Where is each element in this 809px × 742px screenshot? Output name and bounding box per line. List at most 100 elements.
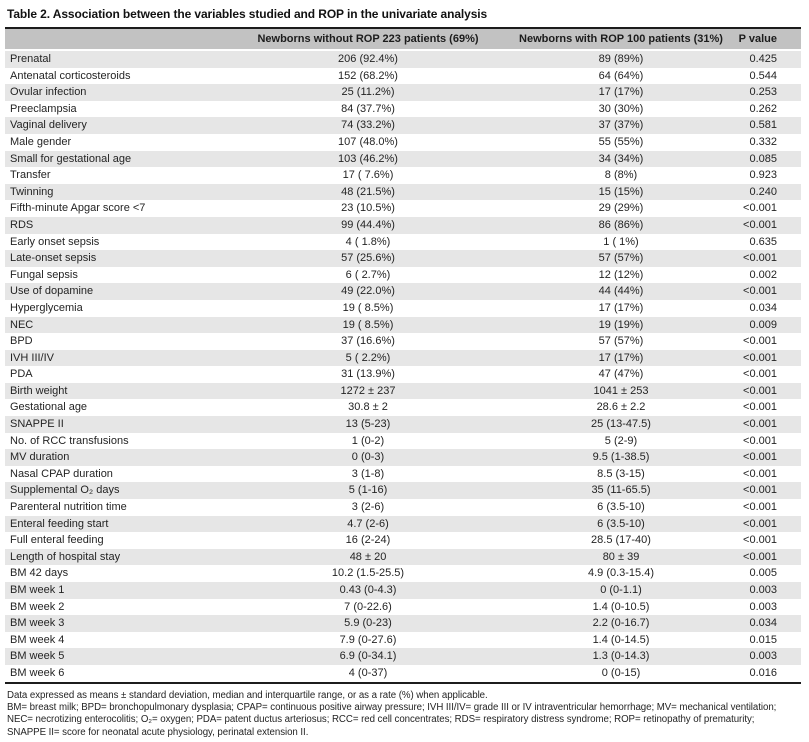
table-body: Prenatal 206 (92.4%) 89 (89%) 0.425 Ante…: [5, 50, 801, 683]
p-value-cell: 0.015: [725, 631, 801, 649]
without-rop-value-cell: 37 (16.6%): [219, 333, 517, 350]
without-rop-value-cell: 0.43 (0-4.3): [219, 582, 517, 599]
p-value-cell: 0.034: [725, 615, 801, 632]
variable-cell: Preeclampsia: [5, 100, 219, 118]
without-rop-value-cell: 0 (0-3): [219, 449, 517, 466]
with-rop-value-cell: 44 (44%): [517, 283, 725, 300]
table-row: Antenatal corticosteroids 152 (68.2%) 64…: [5, 67, 801, 85]
table-row: BM week 4 7.9 (0-27.6) 1.4 (0-14.5) 0.01…: [5, 631, 801, 649]
with-rop-value-cell: 2.2 (0-16.7): [517, 615, 725, 632]
table-row: Nasal CPAP duration 3 (1-8) 8.5 (3-15) <…: [5, 465, 801, 483]
variable-cell: Twinning: [5, 183, 219, 201]
table-row: Prenatal 206 (92.4%) 89 (89%) 0.425: [5, 50, 801, 68]
table-row: Parenteral nutrition time 3 (2-6) 6 (3.5…: [5, 499, 801, 516]
table-row: Small for gestational age 103 (46.2%) 34…: [5, 150, 801, 168]
with-rop-value-cell: 29 (29%): [517, 200, 725, 217]
table-row: BM week 6 4 (0-37) 0 (0-15) 0.016: [5, 664, 801, 683]
with-rop-value-cell: 8 (8%): [517, 167, 725, 184]
without-rop-value-cell: 5.9 (0-23): [219, 615, 517, 632]
variable-cell: Small for gestational age: [5, 150, 219, 168]
p-value-cell: 0.544: [725, 67, 801, 85]
with-rop-value-cell: 57 (57%): [517, 333, 725, 350]
variable-cell: NEC: [5, 316, 219, 334]
without-rop-value-cell: 49 (22.0%): [219, 283, 517, 300]
variable-cell: Vaginal delivery: [5, 117, 219, 134]
table-row: Late-onset sepsis 57 (25.6%) 57 (57%) <0…: [5, 250, 801, 267]
without-rop-value-cell: 206 (92.4%): [219, 50, 517, 68]
variable-cell: Transfer: [5, 167, 219, 184]
variable-cell: BM week 2: [5, 598, 219, 616]
univariate-analysis-table: Newborns without ROP 223 patients (69%) …: [5, 27, 801, 684]
variable-cell: Length of hospital stay: [5, 548, 219, 566]
table-footnotes: Data expressed as means ± standard devia…: [5, 690, 804, 740]
variable-cell: BM week 3: [5, 615, 219, 632]
p-value-cell: <0.001: [725, 333, 801, 350]
without-rop-value-cell: 17 ( 7.6%): [219, 167, 517, 184]
col-header-variable: [5, 28, 219, 51]
variable-cell: Fifth-minute Apgar score <7: [5, 200, 219, 217]
with-rop-value-cell: 0 (0-1.1): [517, 582, 725, 599]
p-value-cell: <0.001: [725, 515, 801, 533]
with-rop-value-cell: 55 (55%): [517, 133, 725, 151]
table-row: Twinning 48 (21.5%) 15 (15%) 0.240: [5, 183, 801, 201]
without-rop-value-cell: 25 (11.2%): [219, 84, 517, 101]
p-value-cell: <0.001: [725, 283, 801, 300]
table-row: Length of hospital stay 48 ± 20 80 ± 39 …: [5, 548, 801, 566]
table-row: Enteral feeding start 4.7 (2-6) 6 (3.5-1…: [5, 515, 801, 533]
p-value-cell: 0.034: [725, 299, 801, 317]
with-rop-value-cell: 6 (3.5-10): [517, 499, 725, 516]
variable-cell: Hyperglycemia: [5, 299, 219, 317]
with-rop-value-cell: 1041 ± 253: [517, 382, 725, 400]
variable-cell: BPD: [5, 333, 219, 350]
variable-cell: Prenatal: [5, 50, 219, 68]
p-value-cell: <0.001: [725, 250, 801, 267]
p-value-cell: 0.923: [725, 167, 801, 184]
variable-cell: Early onset sepsis: [5, 233, 219, 251]
footnote-abbreviations-3: SNAPPE II= score for neonatal acute phys…: [7, 726, 309, 738]
variable-cell: Full enteral feeding: [5, 532, 219, 549]
table-title: Table 2. Association between the variabl…: [7, 7, 488, 21]
table-row: BM 42 days 10.2 (1.5-25.5) 4.9 (0.3-15.4…: [5, 565, 801, 582]
without-rop-value-cell: 48 (21.5%): [219, 183, 517, 201]
table-row: Hyperglycemia 19 ( 8.5%) 17 (17%) 0.034: [5, 299, 801, 317]
table-row: Gestational age 30.8 ± 2 28.6 ± 2.2 <0.0…: [5, 399, 801, 417]
without-rop-value-cell: 7 (0-22.6): [219, 598, 517, 616]
table-row: Vaginal delivery 74 (33.2%) 37 (37%) 0.5…: [5, 117, 801, 134]
table-row: Use of dopamine 49 (22.0%) 44 (44%) <0.0…: [5, 283, 801, 300]
with-rop-value-cell: 17 (17%): [517, 84, 725, 101]
table-row: RDS 99 (44.4%) 86 (86%) <0.001: [5, 216, 801, 234]
table-row: Fifth-minute Apgar score <7 23 (10.5%) 2…: [5, 200, 801, 217]
table-row: Early onset sepsis 4 ( 1.8%) 1 ( 1%) 0.6…: [5, 233, 801, 251]
table-row: Ovular infection 25 (11.2%) 17 (17%) 0.2…: [5, 84, 801, 101]
variable-cell: IVH III/IV: [5, 349, 219, 367]
footnote-abbreviations-2: NEC= necrotizing enterocolitis; O₂= oxyg…: [7, 714, 755, 726]
with-rop-value-cell: 34 (34%): [517, 150, 725, 168]
without-rop-value-cell: 7.9 (0-27.6): [219, 631, 517, 649]
p-value-cell: <0.001: [725, 532, 801, 549]
with-rop-value-cell: 15 (15%): [517, 183, 725, 201]
table-row: Male gender 107 (48.0%) 55 (55%) 0.332: [5, 133, 801, 151]
variable-cell: BM week 4: [5, 631, 219, 649]
p-value-cell: 0.332: [725, 133, 801, 151]
p-value-cell: <0.001: [725, 366, 801, 383]
variable-cell: SNAPPE II: [5, 416, 219, 433]
p-value-cell: <0.001: [725, 382, 801, 400]
p-value-cell: 0.581: [725, 117, 801, 134]
footnote-abbreviations-1: BM= breast milk; BPD= bronchopulmonary d…: [7, 701, 777, 713]
variable-cell: PDA: [5, 366, 219, 383]
with-rop-value-cell: 86 (86%): [517, 216, 725, 234]
table-row: Full enteral feeding 16 (2-24) 28.5 (17-…: [5, 532, 801, 549]
p-value-cell: <0.001: [725, 499, 801, 516]
variable-cell: Use of dopamine: [5, 283, 219, 300]
with-rop-value-cell: 0 (0-15): [517, 664, 725, 683]
without-rop-value-cell: 152 (68.2%): [219, 67, 517, 85]
table-row: Supplemental O₂ days 5 (1-16) 35 (11-65.…: [5, 482, 801, 500]
without-rop-value-cell: 19 ( 8.5%): [219, 299, 517, 317]
with-rop-value-cell: 1.4 (0-10.5): [517, 598, 725, 616]
col-header-with-rop: Newborns with ROP 100 patients (31%): [517, 28, 725, 51]
with-rop-value-cell: 19 (19%): [517, 316, 725, 334]
variable-cell: Gestational age: [5, 399, 219, 417]
without-rop-value-cell: 3 (1-8): [219, 465, 517, 483]
with-rop-value-cell: 17 (17%): [517, 349, 725, 367]
